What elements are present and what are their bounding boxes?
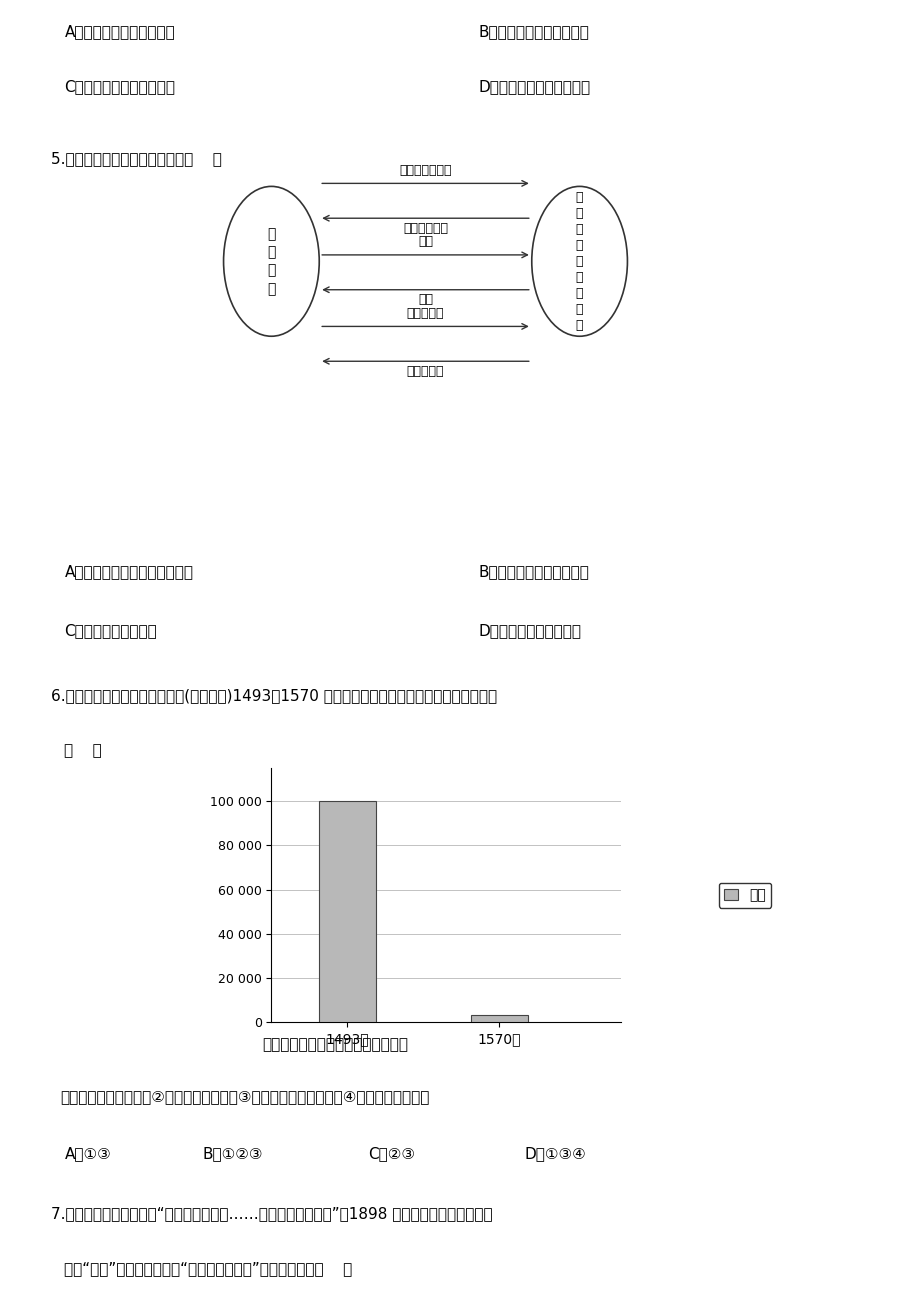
Text: 7.甲午战争后，张谨认为“救国为目前之急……而其根本则在实业”。1898 年，他创办机器纵笱厂，: 7.甲午战争后，张谨认为“救国为目前之急……而其根本则在实业”。1898 年，他… <box>51 1206 492 1221</box>
Bar <box>470 1016 528 1022</box>
Text: 投资、竞争: 投资、竞争 <box>406 307 444 320</box>
Text: B．工业文明对中国的冲击: B．工业文明对中国的冲击 <box>478 564 589 579</box>
Text: 取名“大生”，源自《易经》“天地之大德曰生”。这反映张谨（    ）: 取名“大生”，源自《易经》“天地之大德曰生”。这反映张谨（ ） <box>64 1260 352 1276</box>
Text: A．西方列强侵略手段日趋隐蔽: A．西方列强侵略手段日趋隐蔽 <box>64 564 193 579</box>
Text: 6.下图是北美洲伊斯帕尼奥拉岛(即海地岛)1493～1570 年人口变化图。导致这一变化的主要因素是: 6.下图是北美洲伊斯帕尼奥拉岛(即海地岛)1493～1570 年人口变化图。导致… <box>51 687 496 703</box>
Bar <box>318 801 376 1022</box>
Text: A．改变了世界贸易的格局: A．改变了世界贸易的格局 <box>64 23 175 39</box>
Text: C．②③: C．②③ <box>368 1146 414 1161</box>
Text: 5.对图示的主题概括最准确的是（    ）: 5.对图示的主题概括最准确的是（ ） <box>51 151 221 167</box>
Text: 原料: 原料 <box>417 293 433 306</box>
Text: （    ）: （ ） <box>64 742 102 758</box>
Text: B．刺激了商品经济的发展: B．刺激了商品经济的发展 <box>478 23 589 39</box>
Text: D．世界市场的逐步形成: D．世界市场的逐步形成 <box>478 622 581 638</box>
Text: 领土被瓜分: 领土被瓜分 <box>406 365 444 378</box>
Text: C．经济全球化的到来: C．经济全球化的到来 <box>64 622 157 638</box>
Text: （据斯皮瓦格尔《西方文明简史》）: （据斯皮瓦格尔《西方文明简史》） <box>262 1036 408 1052</box>
Text: 殖
民
地
半
殖
民
地
国
家: 殖 民 地 半 殖 民 地 国 家 <box>575 191 583 332</box>
Text: A．①③: A．①③ <box>64 1146 111 1161</box>
Text: 金銀、劳动力: 金銀、劳动力 <box>403 221 448 234</box>
Text: 西
方
国
家: 西 方 国 家 <box>267 227 276 296</box>
Text: 武器、手工业品: 武器、手工业品 <box>399 164 451 177</box>
Legend: 人口: 人口 <box>718 883 770 907</box>
Text: D．加速了殖民扩张的进程: D．加速了殖民扩张的进程 <box>478 78 590 94</box>
Text: D．①③④: D．①③④ <box>524 1146 585 1161</box>
Text: 殖民者残酷的奴役剥削②传染性疾病的肋虑③大批土著被贩卖到欧洲④工业生产污染严重: 殖民者残酷的奴役剥削②传染性疾病的肋虑③大批土著被贩卖到欧洲④工业生产污染严重 <box>60 1088 428 1104</box>
Text: C．促进了区域文明的交流: C．促进了区域文明的交流 <box>64 78 176 94</box>
Text: 商品: 商品 <box>417 236 433 249</box>
Text: B．①②③: B．①②③ <box>202 1146 263 1161</box>
